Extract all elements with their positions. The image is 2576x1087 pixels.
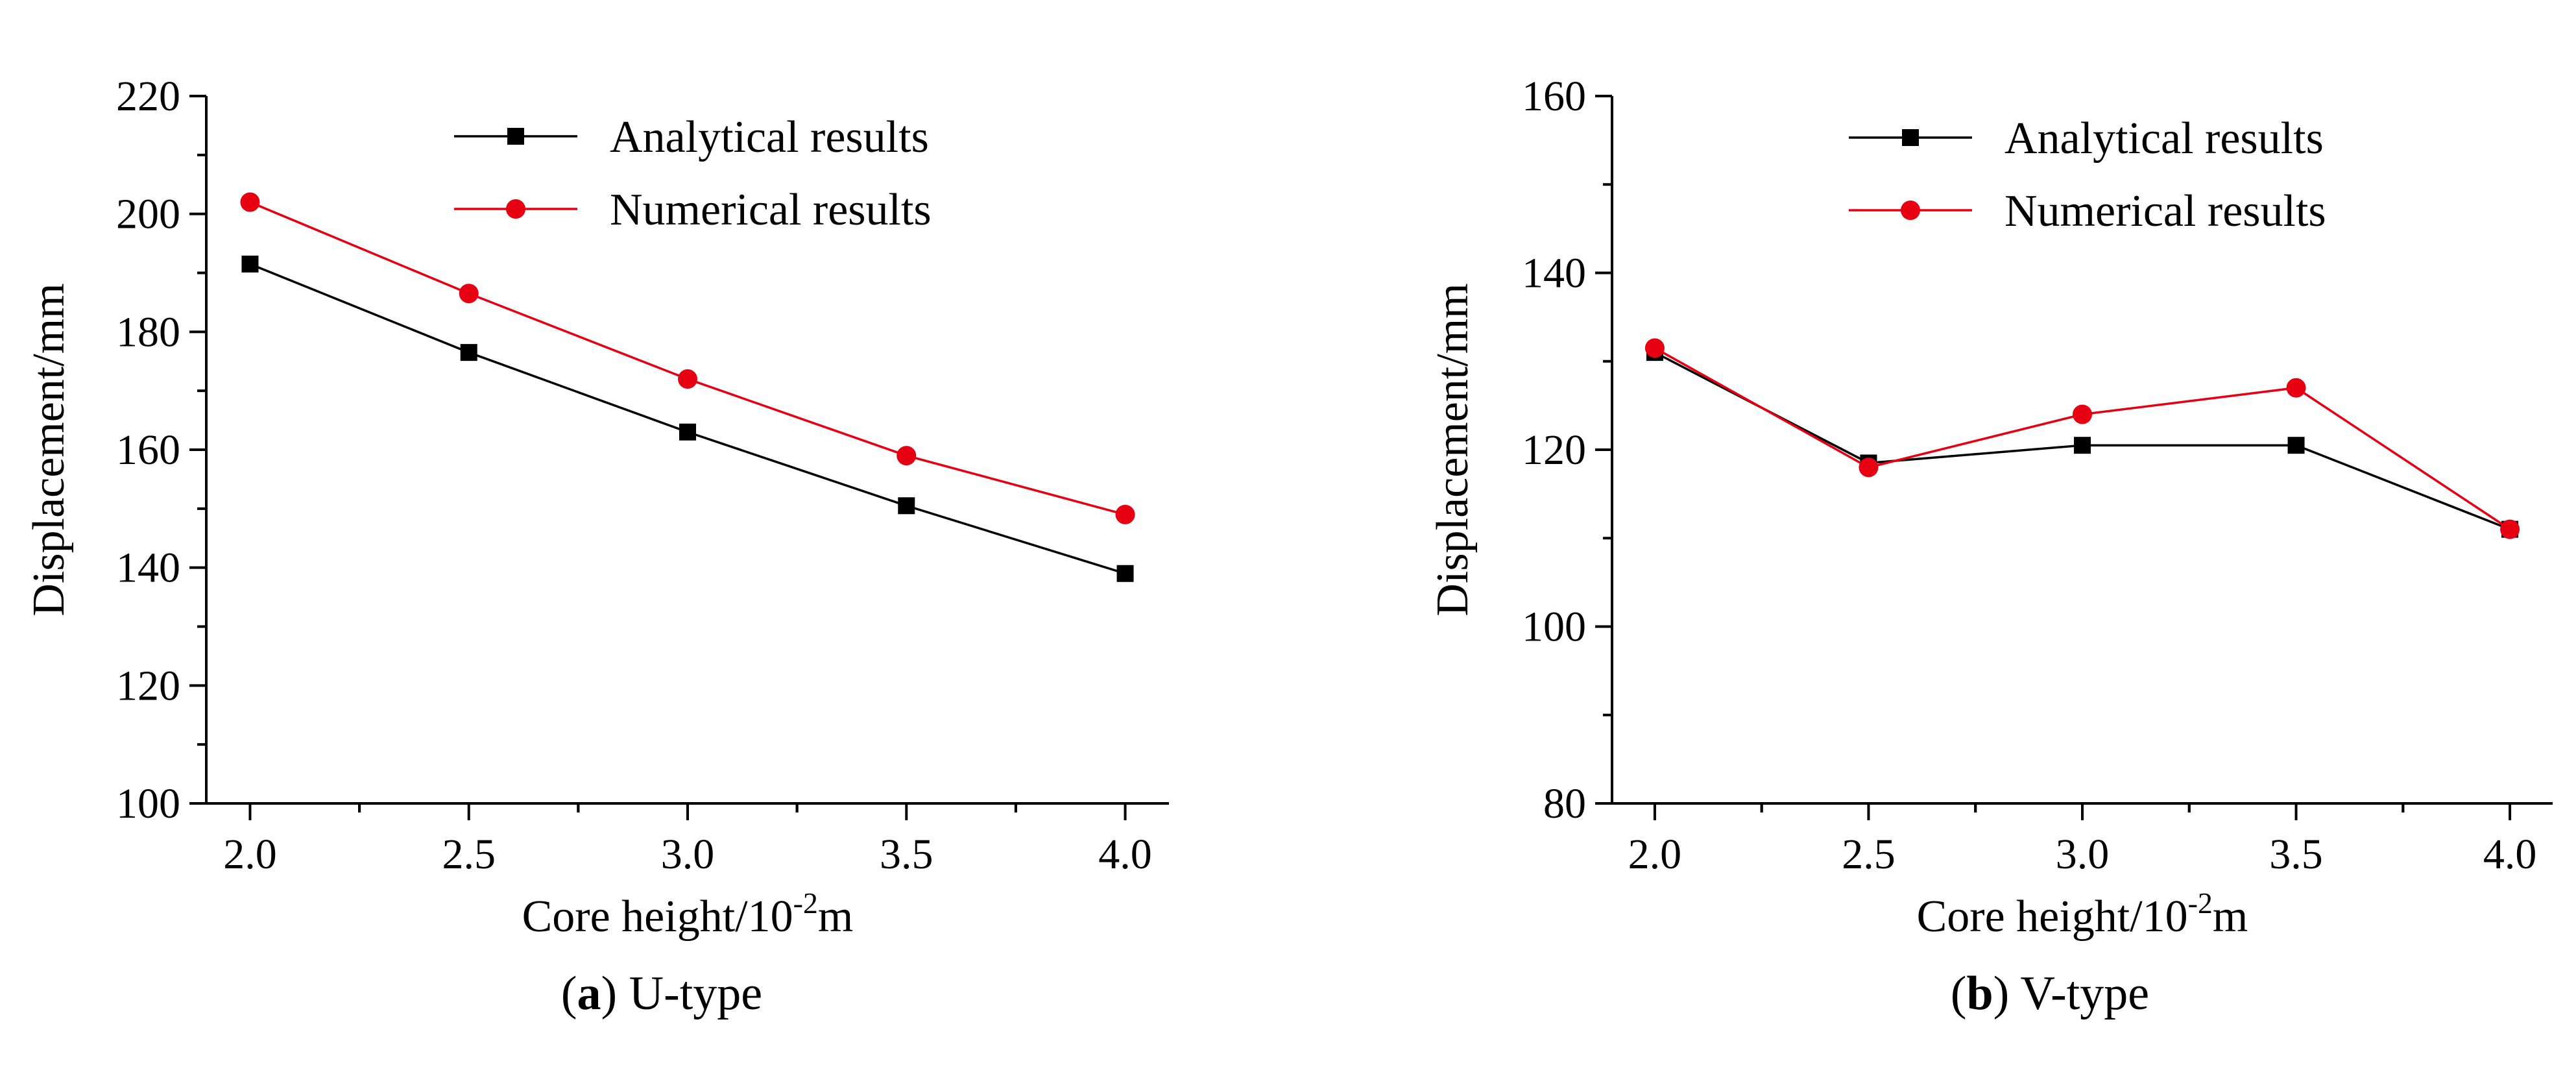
legend-marker-circle (506, 199, 525, 219)
x-tick-label: 3.5 (880, 831, 933, 878)
x-tick-label: 3.5 (2269, 831, 2323, 878)
data-point-analytical (241, 255, 259, 273)
y-tick-label: 100 (116, 780, 180, 827)
data-point-numerical (1859, 458, 1879, 478)
data-point-numerical (2286, 378, 2306, 398)
y-tick-label: 140 (1522, 250, 1586, 297)
y-tick-label: 220 (116, 73, 180, 120)
data-point-analytical (679, 423, 696, 441)
y-tick-label: 160 (116, 426, 180, 474)
x-axis-title: Core height/10-2m (1917, 886, 2248, 942)
x-tick-label: 4.0 (1098, 831, 1152, 878)
data-point-numerical (2500, 519, 2520, 539)
chart-u-type: 100 120 140 160 180 200 220 2.0 2.5 3.0 3.5 4.0 Disp… (24, 73, 1169, 1020)
data-point-analytical (2287, 437, 2305, 454)
data-point-numerical (678, 369, 697, 389)
data-point-numerical (1644, 338, 1665, 358)
legend-label: Analytical results (2004, 114, 2324, 164)
y-tick-label: 120 (1522, 426, 1586, 474)
data-point-analytical (2074, 437, 2091, 454)
legend-marker-square (1902, 129, 1919, 146)
y-tick-label: 160 (1522, 73, 1586, 120)
legend-label: Numerical results (610, 185, 932, 235)
series-line-square (249, 263, 1126, 575)
y-tick-label: 180 (116, 308, 180, 356)
y-axis-title: Displacement/mm (1428, 283, 1478, 616)
x-tick-label: 2.5 (1842, 831, 1896, 878)
data-point-analytical (1116, 565, 1134, 582)
data-point-numerical (1115, 504, 1135, 524)
chart-v-type: 80 100 120 140 160 2.0 2.5 3.0 3.5 4.0 Displacemen… (1428, 73, 2553, 1020)
data-point-analytical (460, 344, 477, 361)
legend-marker-square (507, 128, 524, 145)
y-tick-label: 200 (116, 191, 180, 238)
data-point-numerical (459, 284, 479, 304)
y-tick-label: 100 (1522, 604, 1586, 651)
x-tick-label: 2.0 (1628, 831, 1682, 878)
x-tick-label: 3.0 (661, 831, 715, 878)
y-tick-label: 120 (116, 662, 180, 709)
data-point-numerical (2073, 404, 2092, 424)
data-point-numerical (897, 446, 917, 466)
y-tick-label: 80 (1543, 780, 1586, 827)
y-axis-title: Displacement/mm (24, 283, 74, 616)
data-point-numerical (240, 192, 260, 212)
data-point-analytical (898, 497, 915, 515)
x-tick-label: 4.0 (2483, 831, 2537, 878)
legend-marker-circle (1901, 201, 1920, 220)
series-line-circle (249, 201, 1126, 516)
x-tick-label: 2.0 (223, 831, 277, 878)
legend-label: Analytical results (610, 112, 929, 162)
x-tick-label: 2.5 (442, 831, 496, 878)
x-axis-title: Core height/10-2m (522, 886, 854, 942)
y-tick-label: 140 (116, 544, 180, 592)
figure-caption: (b) V-type (1951, 967, 2149, 1020)
figure-caption: (a) U-type (561, 967, 762, 1020)
legend-label: Numerical results (2004, 186, 2326, 236)
x-tick-label: 3.0 (2056, 831, 2110, 878)
